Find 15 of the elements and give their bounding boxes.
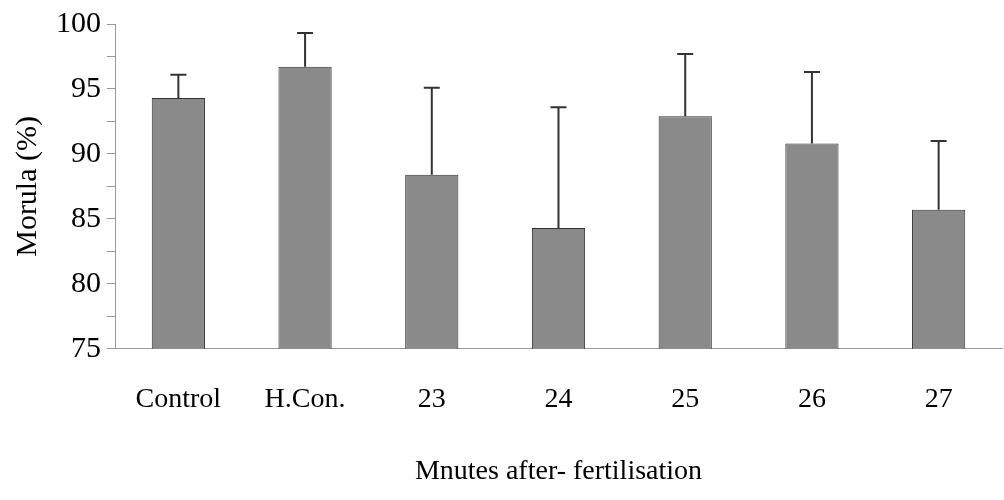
x-tick-label: 24 [544,381,573,413]
y-tick-label: 75 [71,329,101,363]
x-tick-label: H.Con. [264,381,346,413]
y-tick-label: 95 [71,69,101,103]
x-tick-label: 25 [671,381,700,413]
y-tick-label: 100 [56,4,101,38]
y-tick-label: 85 [71,199,101,233]
y-tick-label: 80 [71,264,101,298]
x-tick-label: 26 [797,381,826,413]
x-tick-label: 27 [924,381,953,413]
y-tick-label: 90 [71,134,101,168]
x-axis-title: Mnutes after- fertilisation [414,453,703,485]
y-axis-title: Morula (%) [8,116,43,257]
x-tick-label: 23 [417,381,446,413]
x-tick-label: Control [135,381,222,413]
